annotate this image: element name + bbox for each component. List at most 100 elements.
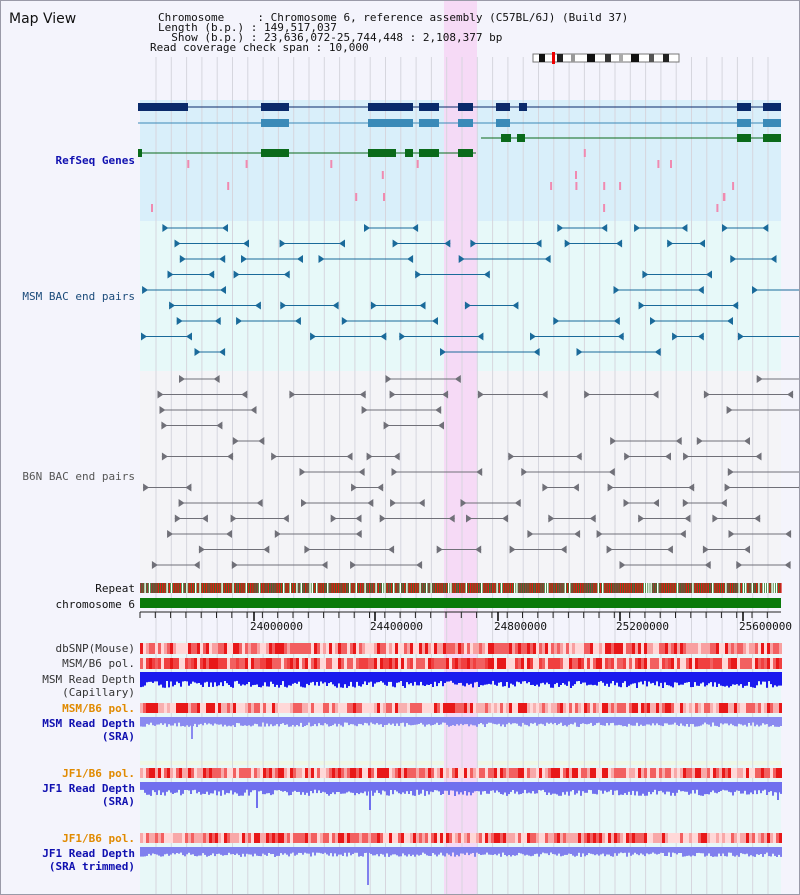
depth-bar [496,847,498,856]
heat-cell [413,833,416,843]
heat-cell [176,833,179,843]
depth-bar [382,847,384,855]
depth-bar [714,672,716,683]
ideogram-band [605,54,611,62]
depth-bar [576,672,578,682]
depth-bar [262,672,264,686]
depth-bar [434,672,436,682]
bac-end-marker [652,390,659,399]
depth-bar [252,847,254,857]
heat-cell [215,703,218,713]
bac-end-marker [730,255,737,263]
depth-bar [646,847,648,854]
heat-cell [482,658,485,669]
heat-cell [578,768,581,778]
heat-cell [503,833,506,843]
bac-end-marker [435,406,442,414]
heat-cell [398,703,401,713]
heat-cell [710,703,713,713]
depth-bar [758,782,760,791]
repeat-feature [351,583,353,593]
heat-cell [638,643,641,654]
heat-cell [665,768,668,778]
depth-bar [744,717,746,725]
depth-bar [776,672,778,687]
heat-cell [716,833,719,843]
depth-bar [414,672,416,682]
heat-cell [479,643,482,654]
heat-cell [440,768,443,778]
heat-cell [245,658,248,669]
heat-cell [362,703,365,713]
bac-end-marker [304,545,311,554]
heat-cell [182,833,185,843]
depth-spike [256,782,258,808]
repeat-feature [630,583,632,593]
depth-bar [294,717,296,727]
depth-bar [398,847,400,857]
heat-cell [332,768,335,778]
depth-bar [660,847,662,853]
depth-bar [468,717,470,727]
depth-bar [270,717,272,725]
depth-bar [516,847,518,856]
depth-bar [596,672,598,686]
depth-bar [594,672,596,685]
depth-bar [494,782,496,793]
heat-cell [524,643,527,654]
heat-cell [626,768,629,778]
bac-end-marker [650,317,656,325]
repeat-feature [355,583,357,593]
heat-cell [341,833,344,843]
depth-bar [324,782,326,793]
heat-cell [140,658,143,669]
depth-bar [540,847,542,855]
heat-cell [242,833,245,843]
depth-bar [524,782,526,790]
depth-bar [320,717,322,726]
bac-end-marker [619,561,626,569]
repeat-feature [571,583,573,593]
heat-cell [539,768,542,778]
depth-bar [766,847,768,853]
depth-bar [182,782,184,794]
depth-bar [538,847,540,857]
repeat-feature [560,583,562,593]
depth-bar [744,782,746,791]
depth-bar [244,782,246,793]
heat-cell [515,768,518,778]
heat-cell [419,833,422,843]
heat-cell [173,833,176,843]
depth-bar [230,782,232,791]
depth-bar [750,672,752,687]
depth-bar [432,717,434,725]
repeat-feature [456,583,459,593]
heat-cell [311,833,314,843]
bac-end-marker [236,317,243,325]
heat-cell [533,643,536,654]
heat-cell [500,703,503,713]
heat-cell [740,643,743,654]
bac-end-marker [418,499,425,507]
depth-bar [202,847,204,854]
depth-bar [420,782,422,794]
depth-bar [342,672,344,688]
repeat-feature [195,583,197,593]
repeat-feature [663,583,665,593]
gene-exon [517,134,525,142]
depth-bar [610,847,612,857]
bac-end-marker [241,390,248,399]
heat-cell [209,643,212,654]
bac-end-marker [675,437,682,445]
depth-bar [226,782,228,793]
depth-bar [360,717,362,725]
bac-end-marker [379,514,386,523]
depth-bar [472,672,474,688]
depth-bar [306,717,308,726]
heat-cell [404,768,407,778]
depth-bar [708,717,710,725]
repeat-feature [461,583,463,593]
repeat-feature [742,583,745,593]
depth-bar [742,782,744,794]
